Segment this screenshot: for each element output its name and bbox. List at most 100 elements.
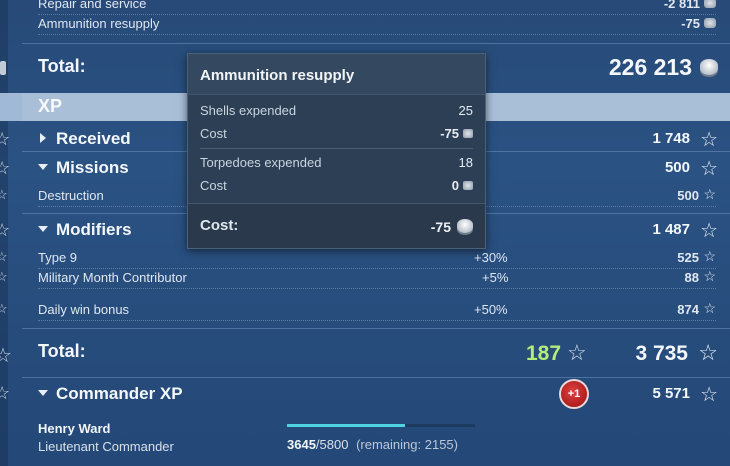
commander-name: Henry Ward xyxy=(38,421,111,436)
xp-star-icon: ☆ xyxy=(703,248,716,264)
tooltip-header xyxy=(188,54,485,95)
military-value: 88 xyxy=(684,270,699,285)
tooltip-footer xyxy=(188,203,485,248)
xp-star-icon: ☆ xyxy=(703,268,716,284)
divider xyxy=(22,328,730,329)
repair-value: -2 811 xyxy=(663,0,700,11)
chevron-right-icon xyxy=(40,133,46,143)
xp-star-icon: ☆ xyxy=(698,340,718,365)
xp-star-icon: ☆ xyxy=(703,186,716,202)
tooltip-cost2-value: 0 xyxy=(451,178,459,193)
xp-header-label: XP xyxy=(38,96,63,116)
credits-stack-icon xyxy=(700,59,718,75)
chevron-down-icon xyxy=(38,226,48,232)
left-edge-star-icon: ☆ xyxy=(0,187,8,202)
type9-label: Type 9 xyxy=(38,250,78,265)
daily-percent: +50% xyxy=(474,302,508,317)
commander-xp-value: 5 571 xyxy=(652,385,690,402)
credits-icon xyxy=(704,0,716,8)
missions-value: 500 xyxy=(664,159,690,176)
received-value: 1 748 xyxy=(652,130,690,147)
commander-xp-remaining: (remaining: 2155) xyxy=(356,437,458,452)
left-edge-star-icon: ☆ xyxy=(0,220,11,240)
skill-point-badge[interactable]: +1 xyxy=(559,379,589,409)
left-edge-star-icon: ☆ xyxy=(0,301,8,316)
commander-xp-numbers: 3645/5800 (remaining: 2155) xyxy=(287,437,458,452)
received-label: Received xyxy=(56,129,131,148)
credits-icon xyxy=(704,18,716,28)
tooltip-torpedoes-row: Torpedoes expended 18 xyxy=(200,155,473,170)
xp-star-icon: ☆ xyxy=(567,340,587,365)
left-edge-star-icon: ☆ xyxy=(0,158,11,178)
missions-row[interactable]: Missions 500 ☆ xyxy=(38,157,718,180)
xp-star-icon: ☆ xyxy=(703,300,716,316)
received-row[interactable]: Received 1 748 ☆ xyxy=(38,128,718,151)
ammo-label: Ammunition resupply xyxy=(38,16,160,31)
military-row: Military Month Contributor +5% 88 ☆ xyxy=(38,268,716,289)
skill-point-badge-label: +1 xyxy=(567,388,581,400)
xp-total-label: Total: xyxy=(38,341,86,361)
xp-total-value: 3 735 xyxy=(635,342,688,365)
credits-total-row: Total: 226 213 xyxy=(38,54,718,84)
divider xyxy=(22,377,730,378)
tooltip-shells-label: Shells expended xyxy=(200,103,297,118)
left-edge-star-icon: ☆ xyxy=(0,249,8,264)
commander-xp-row[interactable]: Commander XP 5 571 ☆ xyxy=(38,383,718,406)
tooltip-title: Ammunition resupply xyxy=(200,67,355,84)
tooltip-torpedoes-value: 18 xyxy=(458,155,473,170)
credits-stack-icon xyxy=(457,219,473,233)
daily-label: Daily win bonus xyxy=(38,302,130,317)
repair-label: Repair and service xyxy=(38,0,147,11)
commander-xp-progress-bar xyxy=(287,424,475,427)
left-edge-star-icon: ☆ xyxy=(0,269,8,284)
left-panel-highlight xyxy=(0,93,22,121)
chevron-down-icon xyxy=(38,164,48,170)
credits-stack-icon-left xyxy=(0,61,6,75)
credits-icon xyxy=(463,129,473,138)
commander-xp-current: 3645 xyxy=(287,437,316,452)
military-label: Military Month Contributor xyxy=(38,270,187,285)
xp-total-row: Total: 187 ☆ 3 735 ☆ xyxy=(38,340,718,369)
type9-row: Type 9 +30% 525 ☆ xyxy=(38,248,716,269)
missions-label: Missions xyxy=(56,158,129,177)
xp-star-icon: ☆ xyxy=(700,384,718,406)
tooltip-torpedoes-label: Torpedoes expended xyxy=(200,155,322,170)
xp-star-icon: ☆ xyxy=(700,129,718,151)
ammunition-tooltip: Ammunition resupply Shells expended 25 C… xyxy=(187,53,486,249)
daily-value: 874 xyxy=(677,302,699,317)
military-percent: +5% xyxy=(482,270,509,285)
commander-xp-total: /5800 xyxy=(315,437,349,452)
commander-rank: Lieutenant Commander xyxy=(38,439,174,454)
tooltip-cost1-row: Cost -75 xyxy=(200,126,473,141)
credits-icon xyxy=(463,181,473,190)
type9-percent: +30% xyxy=(474,250,508,265)
tooltip-cost1-value: -75 xyxy=(440,126,459,141)
tooltip-shells-value: 25 xyxy=(458,103,473,118)
tooltip-cost2-label: Cost xyxy=(200,178,227,193)
commander-xp-label: Commander XP xyxy=(56,384,183,403)
tooltip-cost2-row: Cost 0 xyxy=(200,178,473,193)
tooltip-total-label: Cost: xyxy=(200,217,239,234)
credits-total-label: Total: xyxy=(38,56,86,76)
modifiers-label: Modifiers xyxy=(56,220,132,239)
tooltip-total-value: -75 xyxy=(430,219,451,235)
destruction-value: 500 xyxy=(677,188,699,203)
daily-row: Daily win bonus +50% 874 ☆ xyxy=(38,300,716,321)
commander-xp-progress-fill xyxy=(287,424,406,427)
left-panel-edge xyxy=(0,0,8,466)
xp-total-green: 187 xyxy=(526,342,562,365)
destruction-label: Destruction xyxy=(38,188,104,203)
ammo-row[interactable]: Ammunition resupply -75 xyxy=(38,16,716,35)
left-edge-star-icon: ☆ xyxy=(0,129,11,149)
tooltip-cost1-label: Cost xyxy=(200,126,227,141)
chevron-down-icon xyxy=(38,390,48,396)
modifiers-value: 1 487 xyxy=(652,221,690,238)
left-edge-star-icon: ☆ xyxy=(0,383,11,403)
xp-star-icon: ☆ xyxy=(700,158,718,180)
type9-value: 525 xyxy=(677,250,699,265)
tooltip-divider xyxy=(200,148,473,149)
ammo-value: -75 xyxy=(681,16,700,31)
divider xyxy=(22,43,730,44)
tooltip-shells-row: Shells expended 25 xyxy=(200,103,473,118)
modifiers-row[interactable]: Modifiers 1 487 ☆ xyxy=(38,219,718,242)
